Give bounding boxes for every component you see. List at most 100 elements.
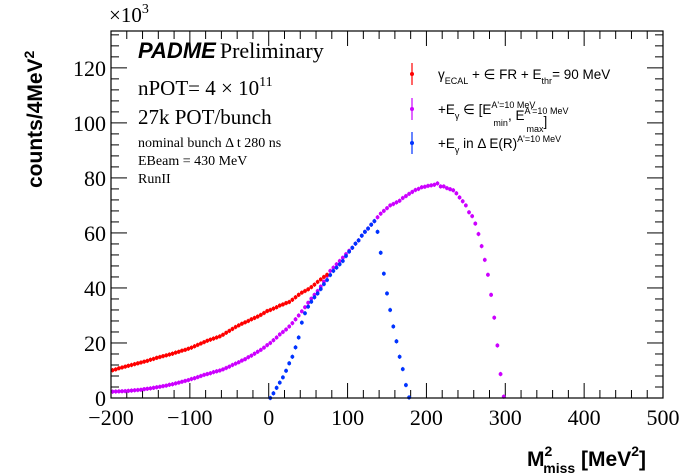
legend-label-part: ∈ [E bbox=[459, 102, 491, 117]
legend-label: +Eγ in Δ E(R)A'=10 MeV bbox=[438, 134, 561, 155]
data-point bbox=[498, 372, 503, 376]
data-point bbox=[489, 292, 493, 297]
data-point bbox=[451, 188, 456, 193]
data-point bbox=[170, 382, 175, 387]
data-point bbox=[277, 303, 282, 308]
data-point bbox=[322, 275, 326, 279]
data-point bbox=[281, 330, 285, 334]
data-point bbox=[277, 380, 282, 385]
data-point bbox=[243, 357, 247, 362]
legend-label-part: , E bbox=[508, 108, 525, 123]
data-point bbox=[252, 316, 257, 320]
data-point bbox=[369, 222, 374, 227]
data-point bbox=[438, 184, 443, 189]
data-point bbox=[192, 376, 197, 381]
data-point bbox=[195, 375, 200, 379]
x-tick-label: 400 bbox=[568, 405, 601, 430]
data-point bbox=[205, 372, 210, 376]
data-point bbox=[470, 214, 475, 219]
x-axis-label: M2 miss [MeV2] bbox=[527, 443, 646, 476]
legend-label-part: A'=10 MeV bbox=[524, 106, 568, 116]
data-point bbox=[173, 350, 178, 355]
data-point bbox=[422, 184, 427, 189]
data-point bbox=[161, 354, 165, 359]
axis-tick-labels: −200 −100 0 100 200 300 400 500 0 20 40 60 80 100 120 bbox=[73, 56, 680, 430]
data-point bbox=[240, 358, 244, 363]
data-point bbox=[195, 343, 200, 347]
x-tick-label: 100 bbox=[331, 405, 364, 430]
data-point bbox=[385, 206, 389, 211]
data-point bbox=[293, 345, 298, 350]
data-point bbox=[268, 308, 273, 312]
data-point bbox=[142, 387, 147, 392]
data-point bbox=[202, 372, 206, 377]
data-point bbox=[243, 320, 247, 325]
series-2 bbox=[268, 218, 411, 401]
data-point bbox=[381, 209, 386, 213]
data-point bbox=[113, 367, 118, 372]
data-point bbox=[132, 362, 137, 367]
y-tick-label: 100 bbox=[73, 111, 106, 136]
legend-label-part: A'=10 MeV bbox=[517, 134, 561, 144]
data-point bbox=[135, 361, 140, 366]
data-point bbox=[116, 366, 121, 371]
data-point bbox=[211, 336, 216, 341]
data-point bbox=[265, 343, 270, 348]
data-point bbox=[325, 278, 329, 282]
data-point bbox=[230, 327, 235, 331]
data-point bbox=[123, 364, 128, 369]
y-tick-label: 120 bbox=[73, 56, 106, 81]
run-label: RunII bbox=[138, 172, 171, 187]
data-point bbox=[303, 305, 307, 310]
data-point bbox=[334, 262, 339, 267]
data-point bbox=[353, 241, 358, 246]
data-point bbox=[432, 182, 437, 187]
y-tick-label: 40 bbox=[84, 276, 106, 301]
data-point bbox=[290, 297, 295, 302]
data-point bbox=[265, 309, 270, 313]
data-point bbox=[303, 311, 307, 316]
data-point bbox=[400, 367, 405, 372]
data-point bbox=[281, 375, 285, 380]
data-point bbox=[252, 351, 257, 356]
data-point bbox=[467, 210, 471, 215]
x-tick-label: 300 bbox=[489, 405, 522, 430]
data-point bbox=[120, 365, 124, 370]
series-0 bbox=[110, 272, 329, 373]
data-point bbox=[154, 385, 159, 390]
y-multiplier-exp: 3 bbox=[142, 2, 149, 17]
data-point bbox=[435, 181, 440, 186]
data-point bbox=[180, 379, 184, 384]
data-point bbox=[363, 229, 367, 234]
data-point bbox=[290, 321, 295, 326]
data-point bbox=[391, 202, 396, 206]
data-point bbox=[287, 324, 292, 329]
data-point bbox=[274, 385, 279, 390]
legend-label-part: + ∈ FR + E bbox=[468, 67, 541, 82]
data-point bbox=[441, 184, 446, 189]
legend-marker bbox=[410, 107, 414, 111]
data-point bbox=[198, 341, 203, 346]
data-point bbox=[148, 357, 153, 362]
legend-label-part: min bbox=[493, 118, 508, 128]
data-point bbox=[164, 383, 169, 388]
data-point bbox=[454, 191, 459, 196]
x-tick-label: 200 bbox=[410, 405, 443, 430]
data-point bbox=[249, 317, 254, 322]
data-point bbox=[303, 289, 307, 293]
data-point bbox=[173, 381, 178, 386]
data-point bbox=[186, 378, 191, 383]
data-point bbox=[378, 250, 383, 255]
data-point bbox=[404, 383, 408, 387]
data-point bbox=[240, 321, 244, 326]
data-point bbox=[419, 185, 424, 190]
legend-label-part: γ bbox=[455, 145, 460, 155]
data-point bbox=[356, 238, 361, 243]
data-point bbox=[350, 245, 355, 250]
x-tick-label: 500 bbox=[647, 405, 680, 430]
data-point bbox=[463, 203, 468, 208]
data-point bbox=[287, 300, 292, 304]
data-point bbox=[404, 194, 408, 198]
y-multiplier: ×103 bbox=[109, 2, 149, 27]
y-tick-label: 0 bbox=[95, 386, 106, 411]
